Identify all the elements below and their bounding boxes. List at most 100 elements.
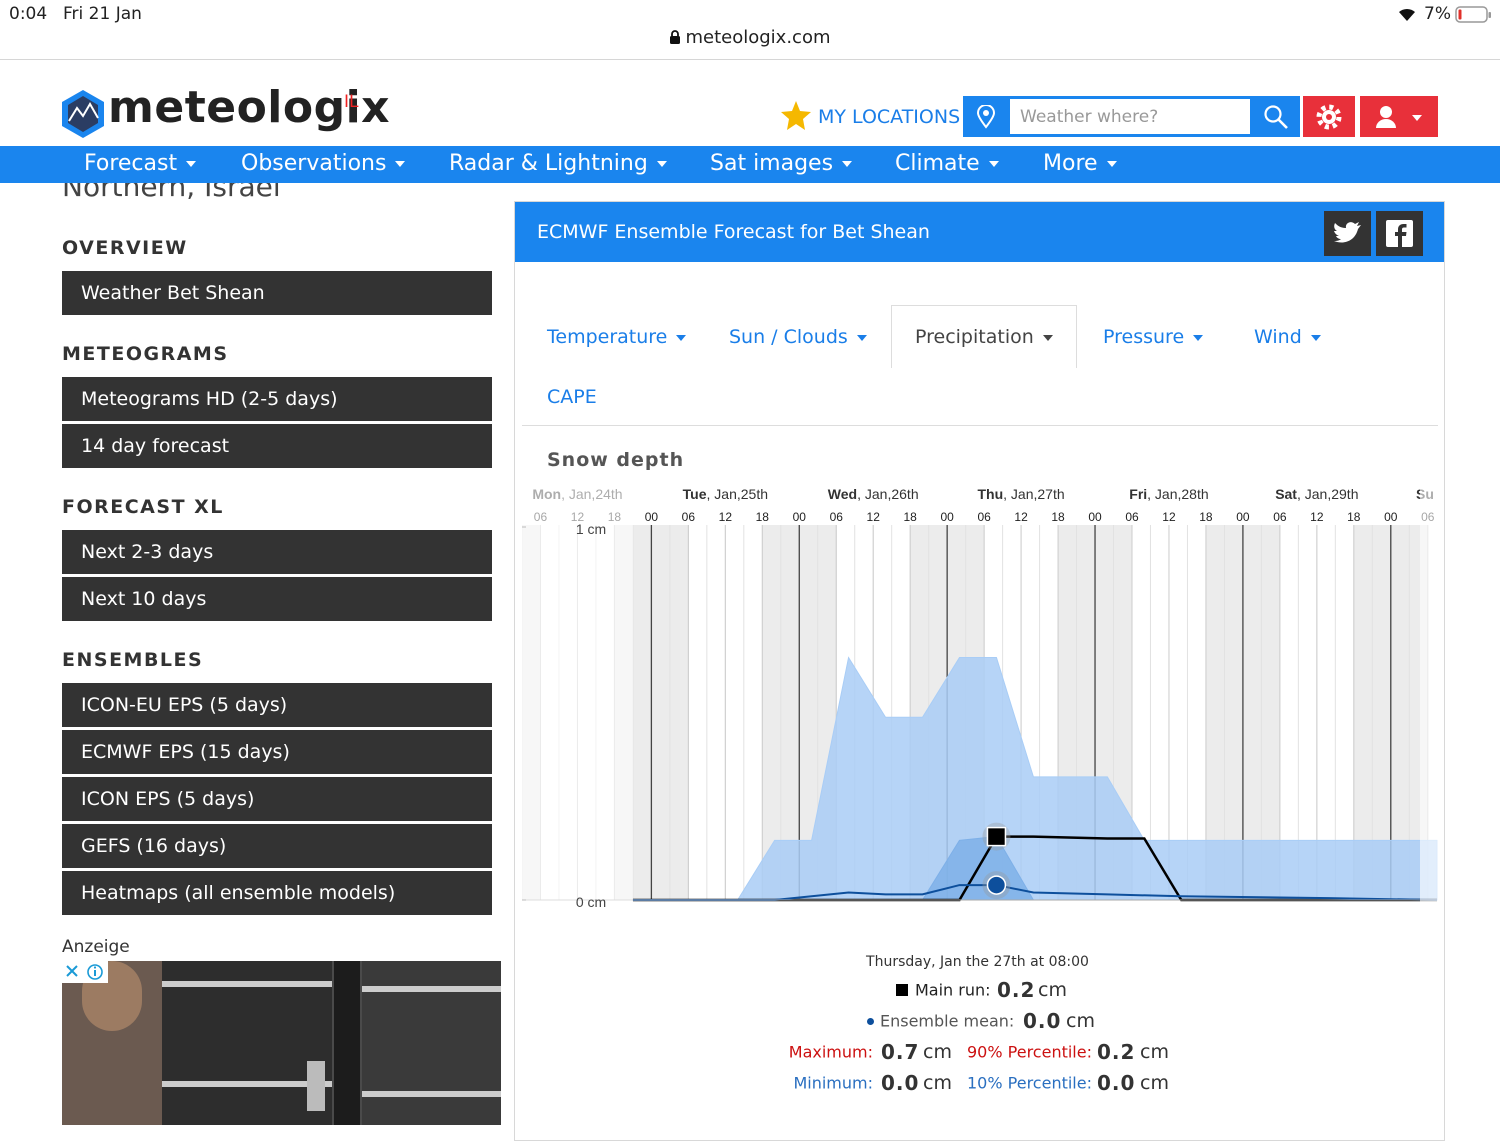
day-label: Tue, Jan,25th xyxy=(683,486,768,502)
ad-lock xyxy=(307,1061,325,1111)
tooltip-value: 0.0 xyxy=(1023,1009,1062,1033)
nav-item[interactable]: Observations xyxy=(241,151,406,176)
day-label: Sat, Jan,29th xyxy=(1275,486,1358,502)
day-date: , Jan,25th xyxy=(707,486,769,502)
nav-item[interactable]: Sat images xyxy=(710,151,853,176)
dropdown-caret xyxy=(842,161,853,167)
logo-country: IL xyxy=(344,92,359,112)
nav-label: Radar & Lightning xyxy=(449,151,648,176)
search-input[interactable]: Weather where? xyxy=(1010,99,1250,134)
search-placeholder: Weather where? xyxy=(1020,107,1159,127)
sidebar-link[interactable]: Weather Bet Shean xyxy=(62,271,492,315)
dropdown-caret xyxy=(1193,334,1204,341)
x-tick-label: 00 xyxy=(645,510,659,524)
x-tick-label: 12 xyxy=(1310,510,1324,524)
ad-choices[interactable] xyxy=(62,961,108,983)
battery-icon xyxy=(1455,6,1491,23)
sidebar-link[interactable]: ICON EPS (5 days) xyxy=(62,777,492,821)
x-tick-label: 18 xyxy=(904,510,918,524)
series-line xyxy=(632,884,1438,901)
sidebar-link[interactable]: Heatmaps (all ensemble models) xyxy=(62,871,492,915)
account-button[interactable] xyxy=(1360,96,1438,137)
day-name: Fri xyxy=(1129,486,1147,502)
tooltip-value: 0.7 xyxy=(881,1040,920,1064)
logo-text[interactable]: meteologix xyxy=(108,82,391,133)
tab[interactable]: Wind xyxy=(1254,326,1321,348)
advertisement[interactable] xyxy=(62,961,501,1125)
tooltip-value: 0.2 xyxy=(1097,1040,1136,1064)
url-bar[interactable]: meteologix.com xyxy=(0,27,1500,48)
nav-item[interactable]: Radar & Lightning xyxy=(449,151,667,176)
nav-label: More xyxy=(1043,151,1098,176)
my-locations[interactable]: MY LOCATIONS xyxy=(818,106,961,128)
x-tick-label: 12 xyxy=(1162,510,1176,524)
tab[interactable]: Pressure xyxy=(1103,326,1204,348)
dropdown-caret xyxy=(656,161,667,167)
plot-area xyxy=(522,525,1438,902)
tooltip-value: 0.0 xyxy=(1097,1071,1136,1095)
nav-label: Climate xyxy=(895,151,980,176)
x-tick-label: 12 xyxy=(1014,510,1028,524)
facebook-button[interactable] xyxy=(1376,211,1423,256)
tab[interactable]: Temperature xyxy=(547,326,687,348)
logo-icon[interactable] xyxy=(60,88,106,138)
twitter-button[interactable] xyxy=(1324,211,1371,256)
section-heading: METEOGRAMS xyxy=(62,343,229,365)
y-tick-label: 1 cm xyxy=(576,521,606,537)
x-tick-label: 06 xyxy=(1273,510,1287,524)
x-tick-label: 18 xyxy=(1199,510,1213,524)
status-bar: 0:04 Fri 21 Jan 7% meteologix.com xyxy=(0,0,1500,60)
tooltip-value: 0.0 xyxy=(881,1071,920,1095)
x-tick-label: 12 xyxy=(867,510,881,524)
forecast-panel: ECMWF Ensemble Forecast for Bet Shean Sn… xyxy=(514,201,1445,1141)
nav-label: Forecast xyxy=(84,151,178,176)
day-date: , Jan,29th xyxy=(1297,486,1359,502)
clock: 0:04 xyxy=(9,4,48,24)
x-tick-label: 00 xyxy=(1384,510,1398,524)
sidebar-link[interactable]: Meteograms HD (2-5 days) xyxy=(62,377,492,421)
tooltip-label: 10% Percentile: xyxy=(967,1073,1092,1093)
location-icon[interactable] xyxy=(975,105,997,129)
x-tick-label: 18 xyxy=(1347,510,1361,524)
main-nav: Forecast Observations Radar & Lightning Sat… xyxy=(0,146,1500,183)
sidebar-link[interactable]: Next 2-3 days xyxy=(62,530,492,574)
x-tick-label: 18 xyxy=(756,510,770,524)
sidebar-link[interactable]: GEFS (16 days) xyxy=(62,824,492,868)
settings-button[interactable] xyxy=(1303,96,1355,137)
sidebar-link[interactable]: ICON-EU EPS (5 days) xyxy=(62,683,492,727)
day-label: Thu, Jan,27th xyxy=(978,486,1065,502)
search-bar: Weather where? xyxy=(963,96,1300,137)
nav-item[interactable]: Forecast xyxy=(84,151,197,176)
x-tick-label: 00 xyxy=(1088,510,1102,524)
ad-stripe xyxy=(362,1091,501,1097)
day-label: Wed, Jan,26th xyxy=(828,486,919,502)
lock-icon xyxy=(670,30,681,44)
series-line xyxy=(632,835,1437,902)
sidebar-link[interactable]: 14 day forecast xyxy=(62,424,492,468)
day-date: , Jan,28th xyxy=(1147,486,1209,502)
star-icon[interactable] xyxy=(780,100,812,132)
nav-item[interactable]: More xyxy=(1043,151,1117,176)
x-tick-label: 00 xyxy=(1236,510,1250,524)
tab[interactable]: CAPE xyxy=(547,386,597,408)
sidebar-link[interactable]: Next 10 days xyxy=(62,577,492,621)
site-header: meteologix IL MY LOCATIONS Weather where… xyxy=(0,60,1500,146)
tooltip-unit: cm xyxy=(1140,1072,1169,1094)
nav-item[interactable]: Climate xyxy=(895,151,999,176)
x-tick-label: 06 xyxy=(977,510,991,524)
main-run-symbol xyxy=(896,984,908,996)
sidebar: Northern, Israel Anzeige OVERVIEW Weather… xyxy=(0,0,510,1125)
sidebar-link[interactable]: ECMWF EPS (15 days) xyxy=(62,730,492,774)
tab[interactable]: Sun / Clouds xyxy=(729,326,867,348)
chart-title: Snow depth xyxy=(547,449,685,471)
day-name: Sat xyxy=(1275,486,1297,502)
ad-stripe xyxy=(162,981,332,987)
x-tick-label: 06 xyxy=(682,510,696,524)
x-tick-label: 06 xyxy=(830,510,844,524)
tab[interactable]: Precipitation xyxy=(915,326,1053,348)
x-tick-label: 00 xyxy=(793,510,807,524)
tooltip-unit: cm xyxy=(1140,1041,1169,1063)
search-icon[interactable] xyxy=(1263,104,1289,130)
